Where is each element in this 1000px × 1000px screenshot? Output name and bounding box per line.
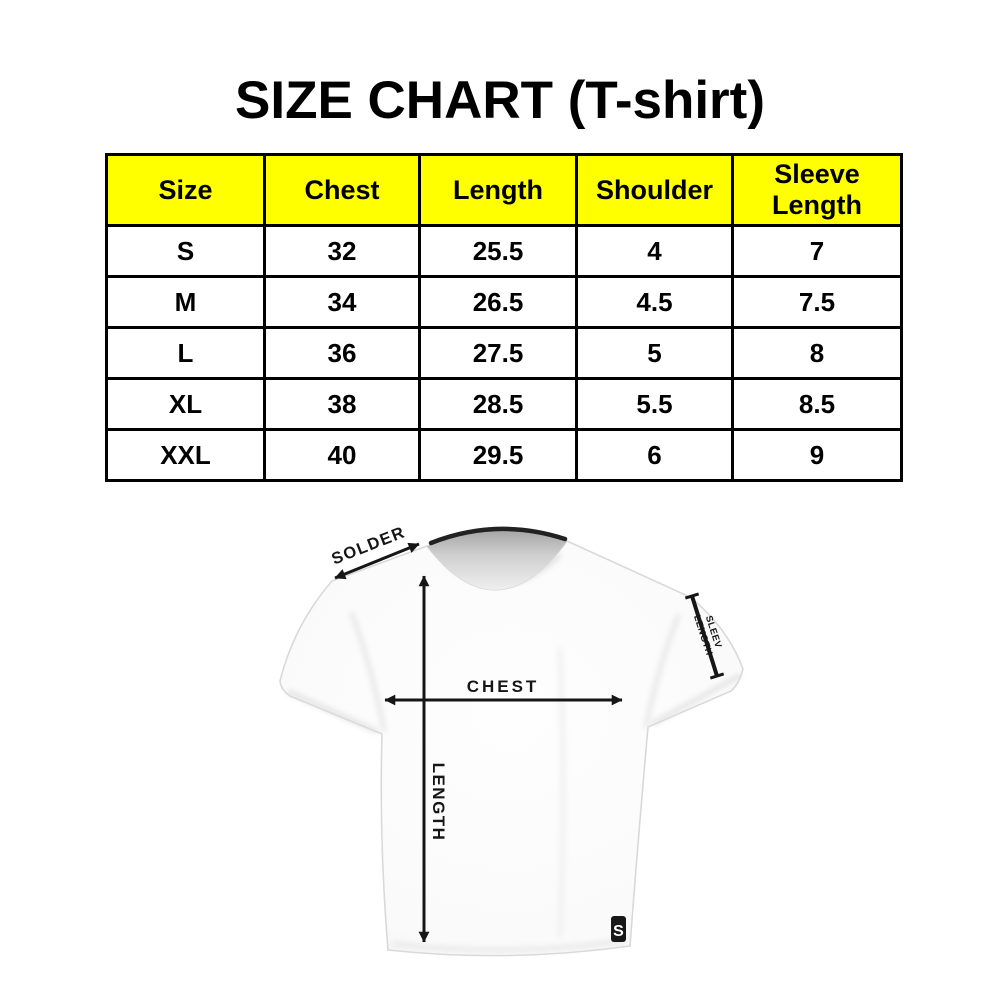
cell-size: L	[105, 326, 266, 380]
cell-chest: 38	[263, 377, 421, 431]
length-label: LENGTH	[429, 763, 448, 842]
cell-size: M	[105, 275, 266, 329]
cell-chest: 32	[263, 224, 421, 278]
tshirt-graphic: S	[279, 526, 744, 957]
cell-sleeve-length: 7.5	[731, 275, 903, 329]
column-header-length: Length	[418, 153, 578, 227]
table-row: XL 38 28.5 5.5 8.5	[105, 377, 903, 431]
cell-shoulder: 5	[575, 326, 734, 380]
tshirt-shading	[287, 553, 741, 952]
cell-sleeve-length: 7	[731, 224, 903, 278]
tshirt-measurement-diagram: S CHEST LENGTH SOLDER SLEEV LENGTH	[250, 500, 760, 1000]
size-chart-table: Size Chest Length Shoulder Sleeve Length…	[105, 153, 903, 482]
cell-shoulder: 4	[575, 224, 734, 278]
cell-size: XXL	[105, 428, 266, 482]
cell-shoulder: 6	[575, 428, 734, 482]
column-header-shoulder: Shoulder	[575, 153, 734, 227]
cell-chest: 36	[263, 326, 421, 380]
table-row: L 36 27.5 5 8	[105, 326, 903, 380]
cell-size: S	[105, 224, 266, 278]
table-header-row: Size Chest Length Shoulder Sleeve Length	[105, 153, 903, 227]
column-header-chest: Chest	[263, 153, 421, 227]
cell-length: 28.5	[418, 377, 578, 431]
tshirt-body	[279, 540, 744, 957]
cell-shoulder: 5.5	[575, 377, 734, 431]
cell-sleeve-length: 9	[731, 428, 903, 482]
shoulder-arrow	[334, 542, 420, 580]
table-row: M 34 26.5 4.5 7.5	[105, 275, 903, 329]
cell-length: 29.5	[418, 428, 578, 482]
cell-sleeve-length: 8	[731, 326, 903, 380]
cell-length: 27.5	[418, 326, 578, 380]
cell-size: XL	[105, 377, 266, 431]
cell-chest: 34	[263, 275, 421, 329]
collar-trim	[428, 526, 568, 546]
brand-tag-letter: S	[613, 923, 624, 940]
cell-sleeve-length: 8.5	[731, 377, 903, 431]
chest-label: CHEST	[467, 677, 540, 696]
cell-chest: 40	[263, 428, 421, 482]
cell-length: 25.5	[418, 224, 578, 278]
sleeve-length-line	[684, 592, 725, 680]
brand-tag: S	[611, 916, 626, 942]
collar-opening	[427, 526, 567, 590]
column-header-sleeve-length: Sleeve Length	[731, 153, 903, 227]
page-title: SIZE CHART (T-shirt)	[235, 71, 765, 130]
column-header-size: Size	[105, 153, 266, 227]
measurement-arrows	[334, 542, 725, 943]
table-row: XXL 40 29.5 6 9	[105, 428, 903, 482]
cell-shoulder: 4.5	[575, 275, 734, 329]
table-row: S 32 25.5 4 7	[105, 224, 903, 278]
cell-length: 26.5	[418, 275, 578, 329]
